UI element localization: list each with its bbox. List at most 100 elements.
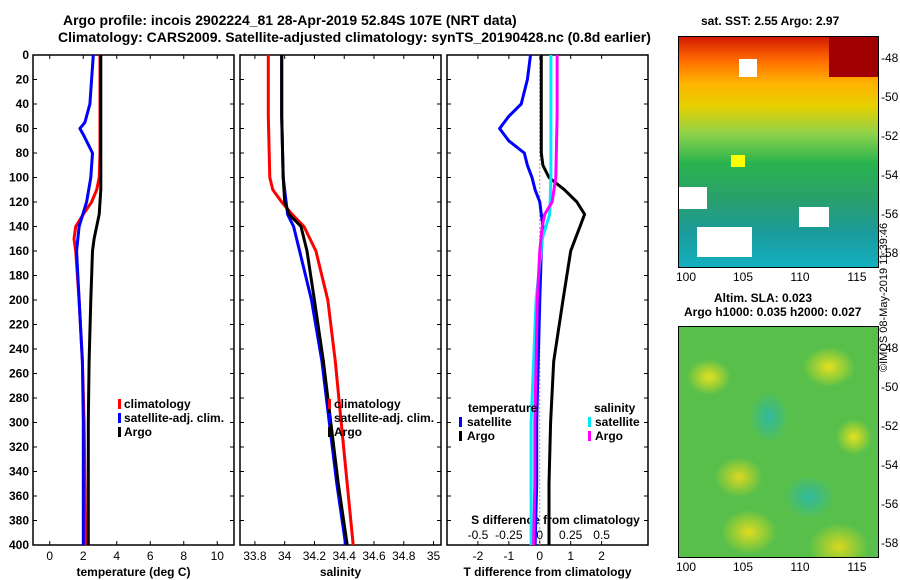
map-y-tick-label: -52 [881, 419, 899, 433]
x-tick-label: 0 [46, 549, 53, 563]
s-axis-label: S difference from climatology [471, 513, 640, 527]
legend-label: satellite-adj. clim. [334, 411, 434, 425]
series-line-t-satellite [498, 54, 545, 546]
y-tick-label: 80 [16, 146, 30, 160]
legend-swatch [459, 417, 462, 427]
legend-label: Argo [124, 425, 152, 439]
x-axis-label: temperature (deg C) [76, 565, 190, 579]
s-tick-label: 0.5 [593, 528, 610, 542]
map-y-tick-label: -48 [881, 341, 899, 355]
sst-map [678, 36, 879, 268]
map-x-tick-label: 110 [790, 560, 809, 574]
legend-swatch [118, 413, 121, 423]
y-tick-label: 0 [22, 48, 29, 62]
x-tick-label: 34.2 [303, 549, 327, 563]
map-x-tick-label: 110 [790, 270, 809, 284]
legend-label: climatology [334, 397, 401, 411]
y-tick-label: 320 [9, 440, 29, 454]
y-tick-label: 340 [9, 465, 29, 479]
profile-panel-2: 33.8 34 34.2 34.4 34.6 34.8 35 salinity climatol… [239, 54, 442, 579]
map-y-tick-label: -48 [881, 51, 899, 65]
y-tick-label: 40 [16, 97, 30, 111]
map-y-tick-label: -56 [881, 207, 899, 221]
map-y-tick-label: -54 [881, 168, 899, 182]
map-y-tick-label: -50 [881, 90, 899, 104]
plot-frame [446, 54, 649, 546]
x-tick-label: 4 [113, 549, 120, 563]
series-line-satellite-adj--clim- [75, 54, 95, 545]
x-axis-label: T difference from climatology [463, 565, 631, 579]
y-tick-label: 360 [9, 489, 29, 503]
x-tick-label: 34.8 [392, 549, 416, 563]
map-x-tick-label: 105 [733, 270, 753, 284]
legend-label: climatology [124, 397, 191, 411]
s-tick-label: 0 [536, 528, 543, 542]
x-tick-label: -1 [504, 549, 515, 563]
y-tick-label: 240 [9, 342, 29, 356]
x-tick-label: 35 [427, 549, 441, 563]
legend-swatch [588, 431, 591, 441]
legend-swatch [118, 399, 121, 409]
figure-title-line1: Argo profile: incois 2902224_81 28-Apr-2… [63, 12, 517, 28]
map-x-tick-label: 115 [847, 270, 866, 284]
x-tick-label: 2 [598, 549, 605, 563]
s-tick-label: 0.25 [559, 528, 583, 542]
series-line-climatology [266, 55, 355, 546]
x-tick-label: -2 [473, 549, 484, 563]
x-tick-label: 6 [147, 549, 154, 563]
x-tick-label: 34.4 [333, 549, 357, 563]
y-tick-label: 180 [9, 269, 29, 283]
legend-swatch [328, 413, 331, 423]
x-tick-label: 0 [536, 549, 543, 563]
x-tick-label: 10 [211, 549, 225, 563]
y-tick-label: 220 [9, 318, 29, 332]
map-x-tick-label: 105 [733, 560, 753, 574]
figure-title-line2: Climatology: CARS2009. Satellite-adjuste… [58, 29, 651, 45]
s-tick-label: -0.25 [495, 528, 523, 542]
legend-swatch [328, 399, 331, 409]
map-y-tick-label: -50 [881, 380, 899, 394]
x-tick-label: 34.6 [362, 549, 386, 563]
legend-swatch [588, 417, 591, 427]
series-line-t-argo [539, 55, 587, 545]
y-tick-label: 260 [9, 367, 29, 381]
sla-map-title-line1: Altim. SLA: 0.023 [714, 291, 813, 305]
profile-panel-1: 0204060801001201401601802002202402602803… [9, 48, 235, 579]
x-axis-label: salinity [320, 565, 362, 579]
legend-title: salinity [594, 401, 636, 415]
ice-mask [799, 207, 829, 227]
map-y-tick-label: -52 [881, 129, 899, 143]
x-tick-label: 8 [180, 549, 187, 563]
y-tick-label: 120 [9, 195, 29, 209]
legend-swatch [459, 431, 462, 441]
profile-panel-3: -2 -1 0 1 2 T difference from climatology S di… [446, 54, 649, 579]
map-y-tick-label: -58 [881, 246, 899, 260]
x-tick-label: 33.8 [243, 549, 267, 563]
map-x-tick-label: 100 [676, 270, 696, 284]
s-tick-label: -0.5 [468, 528, 489, 542]
argo-location-marker [731, 155, 745, 167]
y-tick-label: 140 [9, 220, 29, 234]
x-tick-label: 2 [80, 549, 87, 563]
legend-label: satellite-adj. clim. [124, 411, 224, 425]
y-tick-label: 60 [16, 122, 30, 136]
legend-title: temperature [468, 401, 538, 415]
x-tick-label: 34 [278, 549, 292, 563]
y-tick-label: 380 [9, 514, 29, 528]
map-y-tick-label: -54 [881, 458, 899, 472]
map-y-tick-label: -56 [881, 497, 899, 511]
y-tick-label: 400 [9, 538, 29, 552]
legend-swatch [328, 427, 331, 437]
plot-frame [32, 54, 235, 546]
sla-map [678, 326, 879, 558]
credit-label: ©IMOS 08-May-2019 11:39:46 [878, 222, 890, 372]
x-tick-label: 1 [567, 549, 574, 563]
ice-mask [739, 59, 757, 77]
y-tick-label: 20 [16, 73, 30, 87]
map-x-tick-label: 100 [676, 560, 696, 574]
y-tick-label: 200 [9, 293, 29, 307]
sla-map-title-line2: Argo h1000: 0.035 h2000: 0.027 [684, 305, 862, 319]
legend-label: satellite [467, 415, 512, 429]
series-line-argo [86, 55, 103, 545]
